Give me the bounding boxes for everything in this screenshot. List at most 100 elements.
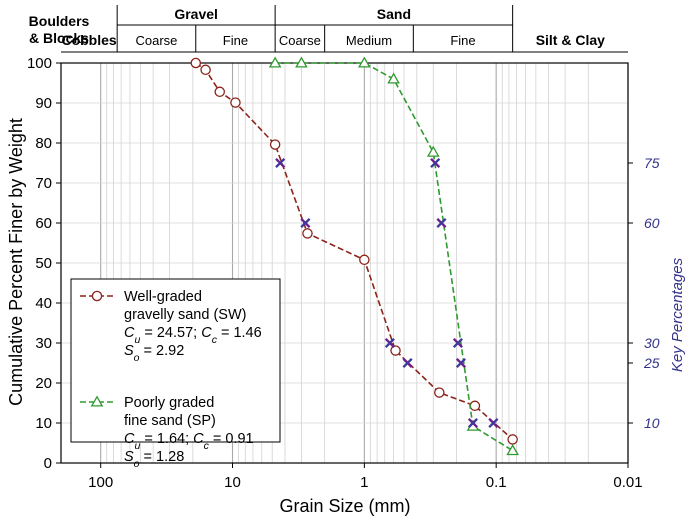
data-point-circle xyxy=(302,228,313,239)
class-label: Sand xyxy=(377,6,411,22)
legend-stat-part: C xyxy=(124,431,135,447)
key-percentage-marker xyxy=(436,217,447,229)
key-percentage-marker xyxy=(430,157,441,169)
x-axis-title: Grain Size (mm) xyxy=(279,496,410,516)
subclass-label: Coarse xyxy=(279,33,321,48)
marker-stroke xyxy=(467,417,479,429)
key-percentage-label: 25 xyxy=(643,355,660,371)
data-point-triangle xyxy=(387,72,400,84)
axes: 0 10 20 30 40 50 60 70 80 90 100 100 10 1 0.1 0.01 75 60 3… xyxy=(27,55,660,491)
legend-stat-part: C xyxy=(201,325,212,341)
x-tick-label: 0.1 xyxy=(486,474,507,491)
marker-stroke xyxy=(455,357,466,369)
legend-name-line: gravelly sand (SW) xyxy=(124,307,246,323)
key-percentage-markers xyxy=(275,157,499,429)
legend-stat-part: o xyxy=(134,458,140,470)
data-point-circle xyxy=(200,64,211,76)
x-tick-label: 1 xyxy=(360,474,368,491)
data-point-circle xyxy=(91,290,103,302)
y-tick-label: 70 xyxy=(35,175,52,192)
data-point-circle xyxy=(390,345,401,356)
x-tick-label: 0.01 xyxy=(613,474,642,491)
key-percentages-title: Key Percentages xyxy=(669,257,685,372)
legend-stat: Cu = 1.64; Cc = 0.91 xyxy=(124,431,254,452)
series-layer xyxy=(190,56,519,456)
legend-stat-part: = 2.92 xyxy=(140,343,185,359)
legend-stat-part: o xyxy=(134,352,140,364)
marker-stroke xyxy=(488,417,499,429)
class-label-line: & Blocks xyxy=(29,30,89,46)
key-percentage-label: 30 xyxy=(644,335,660,351)
y-tick-label: 20 xyxy=(35,375,52,392)
data-point-circle xyxy=(190,57,202,69)
class-label-line: Boulders xyxy=(29,13,90,29)
data-point-circle xyxy=(469,400,481,412)
legend-series-name: Poorly graded fine sand (SP) xyxy=(124,395,216,429)
legend-stat-part: = 0.91 xyxy=(209,431,254,447)
key-percentage-label: 75 xyxy=(644,155,660,171)
legend-entry: Poorly graded fine sand (SP) Cu = 1.64; Cc… xyxy=(80,395,254,470)
key-percentage-marker xyxy=(467,417,479,429)
data-point-triangle xyxy=(295,56,308,68)
subclass-label: Fine xyxy=(223,33,248,48)
legend-stat-part: u xyxy=(134,334,140,346)
y-tick-label: 30 xyxy=(35,335,52,352)
class-label: Gravel xyxy=(174,6,218,22)
data-point-circle xyxy=(269,139,281,150)
legend-stat-part: = 1.64; xyxy=(140,431,193,447)
y-tick-label: 100 xyxy=(27,55,52,72)
legend-stat: So = 1.28 xyxy=(124,449,184,470)
legend-series-name: Well-graded gravelly sand (SW) xyxy=(124,289,246,323)
y-tick-label: 0 xyxy=(44,455,52,472)
y-tick-label: 50 xyxy=(35,255,52,272)
data-point-circle xyxy=(214,86,225,98)
marker-stroke xyxy=(452,337,463,349)
series-triangle xyxy=(268,56,519,456)
legend-stat-part: S xyxy=(124,449,134,465)
legend-stat-part: C xyxy=(193,431,204,447)
legend-name-line: Poorly graded xyxy=(124,395,214,411)
key-percentage-marker xyxy=(275,157,286,169)
data-point-triangle xyxy=(426,145,440,157)
legend-stat-part: c xyxy=(212,334,218,346)
series-circle xyxy=(190,57,518,445)
legend-stat-part: C xyxy=(124,325,135,341)
class-label: Cobbles xyxy=(61,32,116,48)
y-axis-title: Cumulative Percent Finer by Weight xyxy=(6,118,26,406)
subclass-label: Medium xyxy=(346,33,392,48)
subclass-label: Fine xyxy=(450,33,475,48)
key-percentage-label: 10 xyxy=(644,415,660,431)
y-tick-label: 80 xyxy=(35,135,52,152)
marker-stroke xyxy=(430,157,441,169)
legend-entry: Well-graded gravelly sand (SW) Cu = 24.57;… xyxy=(80,289,262,364)
legend-stat-part: c xyxy=(204,440,210,452)
legend-stat-part: S xyxy=(124,343,134,359)
data-point-circle xyxy=(359,254,370,266)
data-point-circle xyxy=(434,387,445,398)
x-tick-label: 10 xyxy=(224,474,241,491)
key-percentage-marker xyxy=(455,357,466,369)
data-point-triangle xyxy=(358,56,371,68)
y-tick-label: 10 xyxy=(35,415,52,432)
legend-stat: Cu = 24.57; Cc = 1.46 xyxy=(124,325,262,346)
marker-stroke xyxy=(300,217,311,229)
key-percentage-marker xyxy=(402,357,413,369)
data-point-triangle xyxy=(90,395,104,407)
legend-stat-part: = 24.57; xyxy=(140,325,201,341)
key-percentage-marker xyxy=(300,217,311,229)
y-tick-label: 90 xyxy=(35,95,52,112)
key-percentage-marker xyxy=(488,417,499,429)
marker-stroke xyxy=(436,217,447,229)
marker-stroke xyxy=(402,357,413,369)
key-percentage-marker xyxy=(384,337,395,349)
legend: Well-graded gravelly sand (SW) Cu = 24.57;… xyxy=(70,278,281,470)
key-percentage-label: 60 xyxy=(644,215,660,231)
legend-stat-part: = 1.46 xyxy=(217,325,262,341)
data-point-circle xyxy=(507,434,518,445)
legend-stat-part: = 1.28 xyxy=(140,449,185,465)
legend-box xyxy=(70,278,281,443)
legend-name-line: fine sand (SP) xyxy=(124,413,216,429)
key-percentage-marker xyxy=(452,337,463,349)
